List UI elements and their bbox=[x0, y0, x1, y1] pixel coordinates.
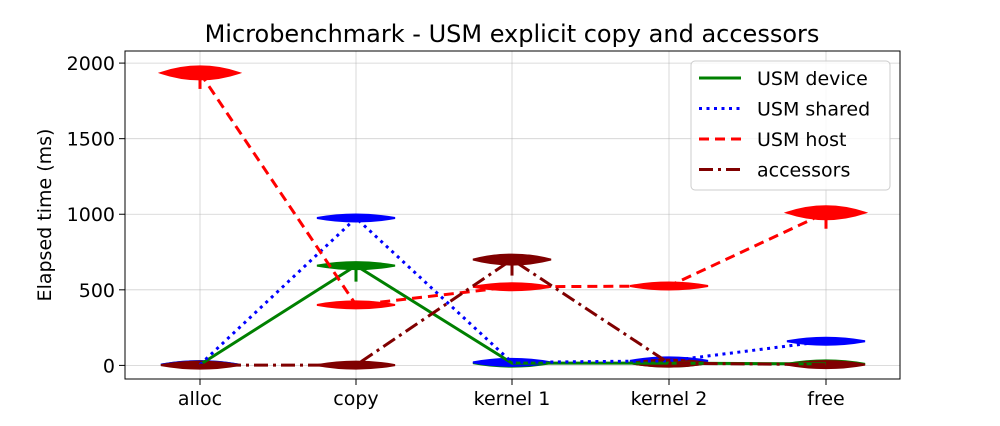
axes: 0 500 1000 1500 2000 alloc copy kernel 1 kernel … bbox=[67, 53, 845, 410]
legend-label: USM device bbox=[757, 68, 868, 90]
series-line bbox=[200, 257, 827, 367]
legend-frame bbox=[690, 60, 891, 191]
series-line bbox=[198, 215, 827, 366]
y-tick-label: 0 bbox=[103, 355, 115, 377]
x-tick-label: kernel 2 bbox=[631, 388, 708, 410]
legend-label: USM shared bbox=[757, 99, 870, 121]
chart-title: Microbenchmark - USM explicit copy and a… bbox=[205, 20, 820, 48]
y-tick-label: 2000 bbox=[67, 53, 115, 75]
series-line bbox=[199, 263, 827, 366]
y-tick-label: 500 bbox=[79, 280, 115, 302]
y-tick-label: 1000 bbox=[67, 204, 115, 226]
series-lines bbox=[198, 72, 827, 367]
legend-label: USM host bbox=[757, 129, 846, 151]
x-tick-label: copy bbox=[333, 388, 378, 410]
x-tick-label: alloc bbox=[178, 388, 222, 410]
series-line bbox=[198, 72, 827, 307]
violin-marker bbox=[316, 213, 396, 223]
y-tick-label: 1500 bbox=[67, 129, 115, 151]
x-tick-label: kernel 1 bbox=[474, 388, 551, 410]
legend: USM device USM shared USM host accessors bbox=[690, 60, 891, 191]
y-axis-label: Elapsed time (ms) bbox=[34, 129, 56, 302]
legend-label: accessors bbox=[757, 160, 850, 182]
x-tick-label: free bbox=[807, 388, 844, 410]
